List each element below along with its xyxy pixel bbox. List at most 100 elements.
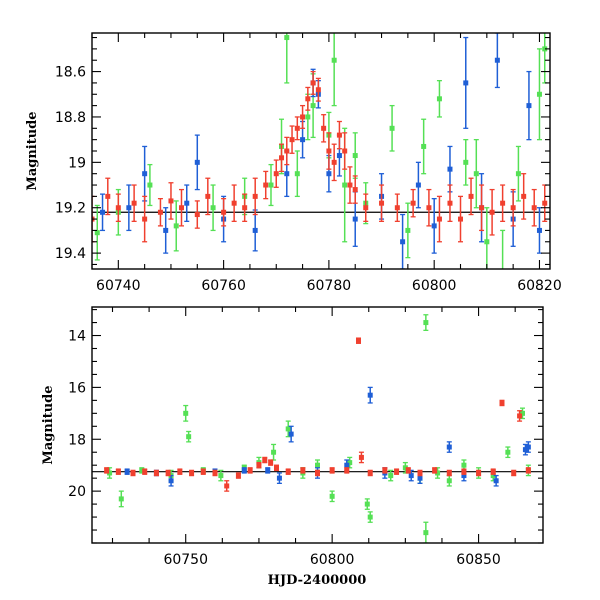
red-data-point (326, 148, 332, 154)
green-data-point (446, 478, 452, 484)
green-data-point (484, 239, 490, 245)
red-data-point (115, 205, 121, 211)
blue-data-point (163, 227, 169, 233)
red-data-point (212, 470, 218, 476)
top-panel-marks (92, 33, 550, 278)
red-data-point (194, 212, 200, 218)
green-data-point (285, 426, 291, 432)
red-data-point (511, 470, 517, 476)
red-data-point (142, 216, 148, 222)
green-data-point (461, 462, 467, 468)
y-tick-label: 18.8 (55, 110, 86, 126)
red-data-point (446, 470, 452, 476)
green-data-point (490, 473, 496, 479)
red-data-point (231, 200, 237, 206)
blue-data-point (336, 153, 342, 159)
x-tick-label: 60740 (96, 278, 141, 294)
red-data-point (344, 467, 350, 473)
red-data-point (367, 470, 373, 476)
red-data-point (300, 114, 306, 120)
green-data-point (347, 460, 353, 466)
red-data-point (347, 182, 353, 188)
blue-data-point (184, 200, 190, 206)
blue-data-point (265, 467, 271, 473)
green-data-point (210, 205, 216, 211)
y-tick-label: 19.2 (55, 201, 86, 217)
bottom-panel-marks (92, 314, 543, 543)
y-tick-label: 16 (68, 380, 86, 396)
red-data-point (410, 200, 416, 206)
y-tick-label: 18.6 (55, 65, 86, 81)
red-data-point (284, 148, 290, 154)
top-panel-ticks: 60740 60760 60780 60800 60820 18.6 18.8 19 19.2 1… (55, 33, 562, 294)
red-data-point (489, 209, 495, 215)
blue-data-point (522, 447, 528, 453)
green-data-point (542, 46, 548, 52)
red-data-point (300, 467, 306, 473)
green-data-point (515, 171, 521, 177)
blue-data-point (461, 473, 467, 479)
blue-data-point (288, 431, 294, 437)
blue-data-point (126, 205, 132, 211)
green-data-point (94, 230, 100, 236)
bottom-panel-ticks: 60750 60800 60850 14 16 18 20 (68, 307, 543, 568)
green-data-point (423, 320, 429, 326)
green-data-point (421, 143, 427, 149)
green-data-point (352, 153, 358, 159)
data-layer (92, 33, 550, 278)
red-data-point (224, 483, 230, 489)
blue-data-point (526, 103, 532, 109)
blue-data-point (352, 216, 358, 222)
red-data-point (510, 205, 516, 211)
red-data-point (235, 473, 241, 479)
green-data-point (173, 223, 179, 229)
x-tick-label: 60850 (456, 552, 501, 568)
green-data-point (139, 467, 145, 473)
blue-data-point (494, 57, 500, 63)
red-data-point (142, 469, 148, 475)
blue-data-point (276, 475, 282, 481)
red-data-point (273, 171, 279, 177)
green-data-point (107, 470, 113, 476)
x-tick-label: 60800 (412, 278, 457, 294)
red-data-point (531, 205, 537, 211)
red-data-point (105, 193, 111, 199)
red-data-point (130, 470, 136, 476)
blue-data-point (100, 209, 106, 215)
green-data-point (500, 273, 505, 278)
red-data-point (417, 470, 423, 476)
blue-data-point (168, 478, 174, 484)
green-data-point (294, 171, 300, 177)
red-data-point (461, 469, 467, 475)
red-data-point (262, 457, 268, 463)
green-data-point (218, 473, 224, 479)
red-data-point (458, 216, 464, 222)
red-data-point (305, 96, 311, 102)
x-tick-label: 60780 (307, 278, 352, 294)
red-data-point (285, 469, 291, 475)
data-layer (92, 314, 543, 543)
y-tick-label: 19 (68, 155, 86, 171)
blue-data-point (463, 80, 469, 86)
red-data-point (247, 467, 253, 473)
green-data-point (147, 182, 153, 188)
blue-data-point (344, 462, 350, 468)
blue-data-point (447, 166, 453, 172)
red-data-point (256, 462, 262, 468)
y-tick-label: 14 (68, 329, 86, 345)
red-data-point (426, 205, 432, 211)
red-data-point (289, 137, 295, 143)
blue-data-point (525, 444, 531, 450)
blue-data-point (252, 227, 258, 233)
red-data-point (358, 454, 364, 460)
red-data-point (294, 125, 300, 131)
red-data-point (221, 209, 227, 215)
blue-data-point (408, 473, 414, 479)
green-data-point (388, 473, 394, 479)
green-data-point (423, 530, 429, 536)
green-data-point (342, 182, 348, 188)
green-data-point (186, 434, 192, 440)
red-data-point (499, 400, 505, 406)
green-data-point (389, 125, 395, 131)
red-data-point (490, 469, 496, 475)
